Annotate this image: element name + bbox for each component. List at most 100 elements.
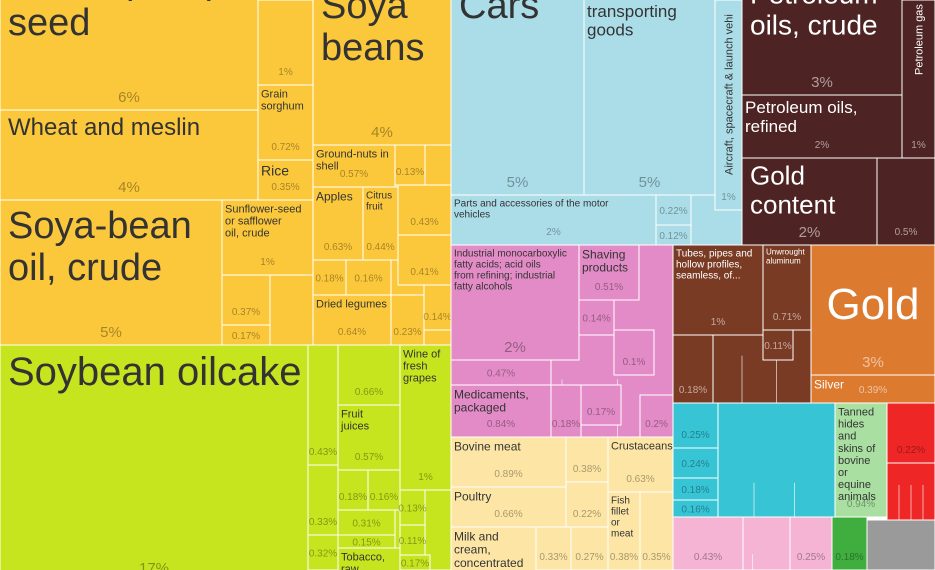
value-label: 0.25% [681,430,709,441]
tile-label-line: oil, crude [225,228,270,240]
tile-label-line: Gold [750,161,812,191]
tile [423,284,452,331]
tile [741,157,878,246]
value-label: 0.17% [401,559,429,570]
tile-label-line: from refining; industrial [454,271,558,282]
value-label: 0.18% [339,492,367,503]
other-region [866,519,935,570]
value-label: 0.13% [398,504,426,515]
tile-label-line: skins of [838,443,878,455]
tile [580,384,622,426]
tile-label-line: Wheat and meslin [8,114,200,141]
tile-label-line: Soybean oilcake [8,350,302,394]
tile-label-line: or [611,518,623,529]
tile [307,344,339,466]
value-label: 0.33% [309,517,337,528]
tile [565,481,609,528]
tile-label-line: packaged [454,401,506,415]
value-label: 2% [815,140,830,151]
tile-label: Soybean oilcake [8,350,302,394]
tile-label: Aircraft, spacecraft & launch vehi [724,14,736,175]
value-label: 0.51% [595,282,623,293]
value-label: 17% [139,560,169,570]
tile [221,274,271,326]
tile-label-line: refined [745,117,797,136]
value-label: 0.23% [393,327,421,338]
value-label: 0.66% [494,509,522,520]
tile-label: Tanned hides and skins of bovine or equi… [838,406,878,503]
tile-label-line: Petroleum oils, [745,98,862,117]
tile-label-line: seed [8,2,90,44]
tile-label-line: Maize (corn) [8,0,230,2]
tile-label: Petroleum oils, crude [750,0,885,40]
tile-label-line: Tobacco, [341,551,388,563]
value-label: 0.5% [895,227,918,238]
tile [535,526,572,570]
value-label: 0.15% [352,538,380,549]
value-label: 0.72% [271,142,299,153]
tile-label-line: sorghum [261,101,304,113]
tile [450,194,657,246]
tile-label: Tobacco, raw [341,551,388,570]
tile [565,436,609,483]
tile [257,0,314,86]
tile-label: Soya-bean oil, crude [8,205,202,289]
value-label: 0.11% [764,341,792,352]
tile-label-line: raw [341,564,359,570]
value-label: 0.2% [645,419,668,430]
value-label: 0.84% [487,419,515,430]
tile-label-line: Citrus [366,191,395,202]
tile [639,491,674,570]
tile-label-line: Medicaments, [454,387,532,401]
tile-label: vehicles for transporting goods [587,0,682,40]
tile [399,554,431,570]
value-label: 0.22% [659,206,687,217]
tile-label-line: concentrated [454,556,523,570]
value-label: 1% [278,67,293,78]
value-label: 0.64% [338,327,366,338]
tile [639,394,674,438]
tile-label-line: bovine [838,455,873,467]
tile [257,84,314,161]
value-label: 0.43% [694,552,722,563]
tile-label-line: fatty alcohols [454,282,512,293]
value-label: 0.39% [859,385,887,396]
tile-label-line: Cars [459,0,539,27]
tile [399,344,452,491]
tile-label: Ground-nuts in shell [316,148,392,172]
tile [0,199,223,346]
value-label: 0.1% [623,357,646,368]
tile-label: Industrial monocarboxylic fatty acids; a… [454,249,570,293]
tile-label: Milk and cream, concentrated [454,529,523,569]
tile-label-line: Fish [611,496,633,507]
tile [450,486,567,528]
tile-label: Medicaments, packaged [454,387,532,414]
value-label: 6% [118,89,140,106]
value-label: 2% [504,339,526,356]
tile-label: Poultry [454,489,491,503]
tile [886,402,935,464]
tile [831,516,868,570]
tile [570,526,609,570]
value-label: 0.18% [315,274,343,285]
tile [789,516,833,570]
value-label: 1% [911,140,926,151]
value-label: 0.14% [423,312,451,323]
value-label: 0.14% [582,314,610,325]
value-label: 0.63% [626,474,654,485]
tile-label-line: oil, crude [8,247,162,289]
value-label: 0.13% [396,167,424,178]
tile-label: Shaving products [582,247,629,274]
value-label: 0.11% [399,536,427,547]
tile-label-line: Silver [814,377,844,391]
value-label: 0.38% [610,552,638,563]
tile [312,0,452,146]
value-label: 0.22% [573,509,601,520]
tile-label-line: or [838,467,851,479]
tile-label: Silver [814,377,844,391]
tile-label-line: fruit [366,202,383,213]
value-label: 0.35% [271,182,299,193]
tile-label-line: Petroleum [750,0,885,10]
tile-label-line: content [750,189,836,219]
